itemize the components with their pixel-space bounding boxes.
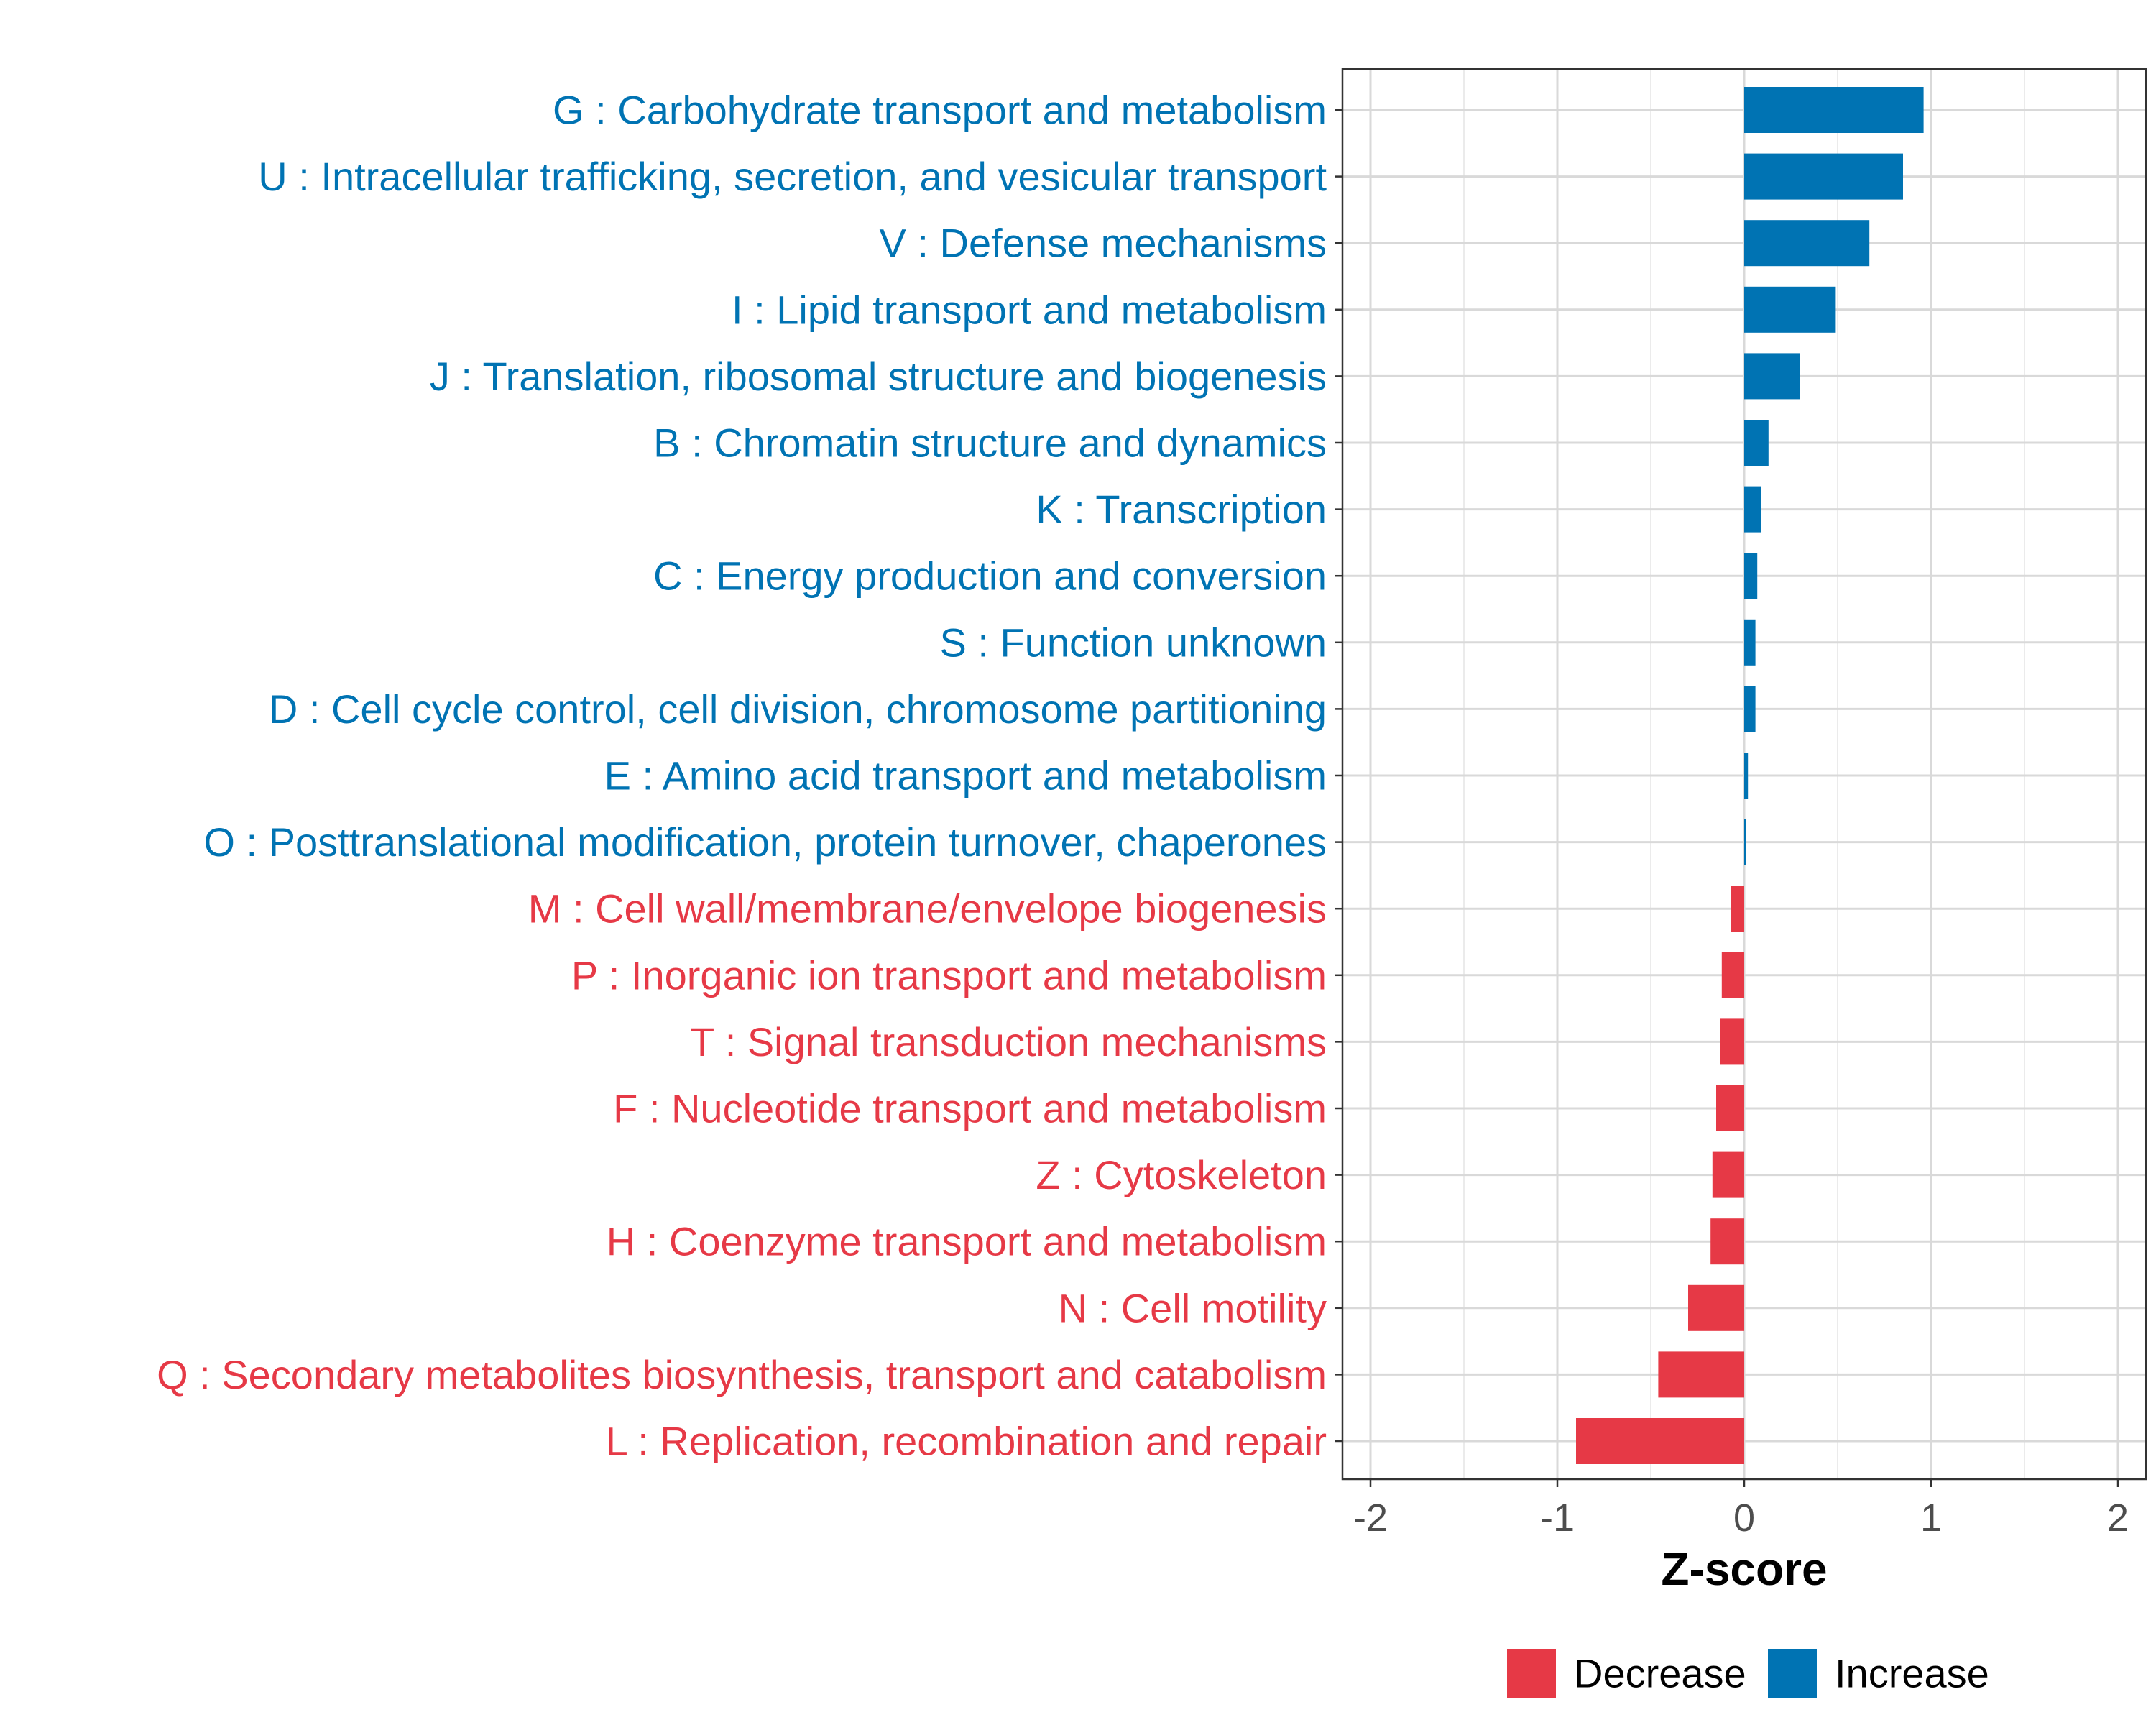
bar xyxy=(1688,1284,1744,1331)
category-label: C : Energy production and conversion xyxy=(653,553,1327,599)
category-label: I : Lipid transport and metabolism xyxy=(732,287,1327,332)
x-tick-label-layer: -2 -1 0 1 2 xyxy=(1353,1496,2129,1540)
bar xyxy=(1712,1151,1744,1198)
category-label: Z : Cytoskeleton xyxy=(1036,1152,1327,1197)
category-label: J : Translation, ribosomal structure and… xyxy=(430,354,1327,399)
legend-label-decrease: Decrease xyxy=(1574,1651,1746,1696)
category-label: U : Intracellular trafficking, secretion… xyxy=(258,154,1327,199)
bar xyxy=(1576,1418,1744,1464)
category-label: E : Amino acid transport and metabolism xyxy=(604,753,1327,799)
category-label: P : Inorganic ion transport and metaboli… xyxy=(571,952,1327,998)
tick-layer xyxy=(1335,109,2119,1487)
bar xyxy=(1744,486,1761,533)
bar xyxy=(1710,1218,1744,1265)
bar xyxy=(1744,87,1924,133)
x-tick-label: 0 xyxy=(1733,1496,1755,1540)
category-label: F : Nucleotide transport and metabolism xyxy=(613,1086,1327,1131)
legend: Decrease Increase xyxy=(1507,1649,1989,1698)
category-label: V : Defense mechanisms xyxy=(880,221,1327,266)
x-tick-label: -2 xyxy=(1353,1496,1388,1540)
category-label: B : Chromatin structure and dynamics xyxy=(653,420,1327,466)
legend-key-decrease xyxy=(1507,1649,1556,1698)
category-label: M : Cell wall/membrane/envelope biogenes… xyxy=(528,886,1327,932)
bar xyxy=(1744,753,1749,799)
x-tick-label: 1 xyxy=(1920,1496,1942,1540)
category-label: S : Function unknown xyxy=(939,620,1327,665)
legend-key-increase xyxy=(1768,1649,1817,1698)
category-label-layer: G : Carbohydrate transport and metabolis… xyxy=(157,88,1327,1464)
x-tick-label: 2 xyxy=(2107,1496,2129,1540)
category-label: G : Carbohydrate transport and metabolis… xyxy=(553,88,1327,133)
bar xyxy=(1721,952,1744,998)
bar xyxy=(1744,286,1836,333)
bar xyxy=(1744,420,1769,466)
legend-label-increase: Increase xyxy=(1835,1651,1989,1696)
bar xyxy=(1744,153,1903,200)
bar-layer xyxy=(1576,87,1924,1464)
bar xyxy=(1658,1351,1744,1398)
category-label: K : Transcription xyxy=(1036,487,1327,532)
category-label: T : Signal transduction mechanisms xyxy=(690,1019,1327,1064)
bar xyxy=(1744,619,1756,666)
bar xyxy=(1744,686,1756,732)
category-label: H : Coenzyme transport and metabolism xyxy=(607,1219,1327,1264)
x-tick-label: -1 xyxy=(1540,1496,1575,1540)
bar xyxy=(1744,819,1746,865)
category-label: N : Cell motility xyxy=(1059,1285,1327,1330)
bar xyxy=(1744,553,1758,599)
x-axis-title: Z-score xyxy=(1661,1543,1827,1595)
bar xyxy=(1716,1085,1744,1131)
bar xyxy=(1744,353,1800,400)
bar xyxy=(1731,886,1744,932)
category-label: O : Posttranslational modification, prot… xyxy=(203,819,1327,865)
bar xyxy=(1744,220,1870,267)
category-label: D : Cell cycle control, cell division, c… xyxy=(269,686,1327,732)
category-label: Q : Secondary metabolites biosynthesis, … xyxy=(157,1352,1327,1397)
bar xyxy=(1720,1018,1744,1065)
category-label: L : Replication, recombination and repai… xyxy=(606,1419,1327,1464)
